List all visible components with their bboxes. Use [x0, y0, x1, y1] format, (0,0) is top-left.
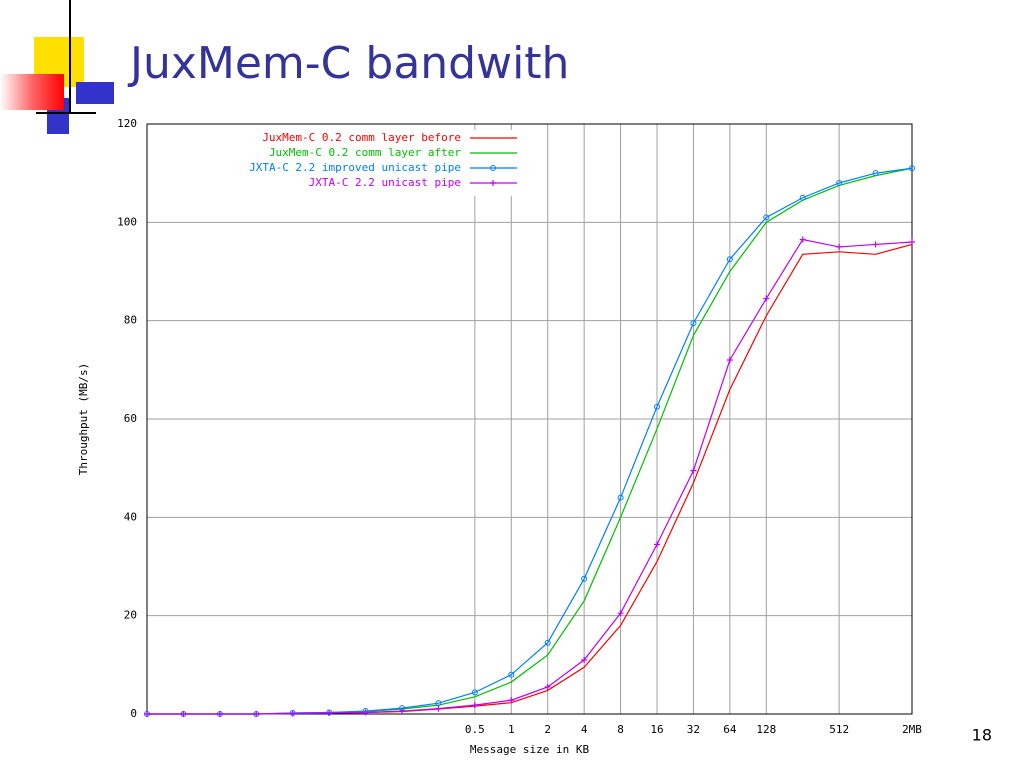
marker — [872, 170, 879, 177]
marker — [726, 357, 733, 363]
marker — [544, 639, 551, 646]
x-axis-label: Message size in KB — [470, 743, 590, 756]
legend-label: JuxMem-C 0.2 comm layer after — [269, 146, 461, 159]
marker — [216, 711, 223, 717]
marker — [909, 165, 915, 172]
marker — [690, 320, 697, 327]
series-line — [147, 167, 913, 715]
y-tick-label: 0 — [130, 707, 137, 720]
slide-title: JuxMem-C bandwith — [127, 38, 569, 89]
series-line — [147, 243, 913, 715]
marker — [617, 494, 624, 501]
marker — [435, 705, 442, 712]
x-tick-label: 8 — [617, 723, 624, 736]
marker — [799, 194, 806, 201]
x-tick-label: 1 — [508, 723, 515, 736]
y-tick-label: 100 — [117, 215, 137, 228]
legend: JuxMem-C 0.2 comm layer before JuxMem-C 0… — [151, 130, 525, 196]
marker — [581, 656, 588, 663]
marker — [471, 689, 478, 696]
x-tick-label: 512 — [829, 723, 849, 736]
marker — [399, 708, 405, 715]
marker — [690, 467, 697, 474]
x-tick-label: 2MB — [902, 723, 922, 736]
marker — [544, 683, 551, 690]
x-tick-label: 2 — [544, 723, 551, 736]
marker — [654, 403, 660, 410]
x-tick-label: 128 — [756, 723, 776, 736]
marker — [326, 710, 333, 717]
marker — [289, 710, 296, 717]
x-tick-label: 16 — [650, 723, 663, 736]
marker — [581, 575, 588, 582]
legend-box — [151, 130, 525, 196]
x-tick-label: 32 — [687, 723, 700, 736]
y-tick-label: 120 — [117, 117, 137, 130]
series-line — [147, 167, 913, 715]
marker — [617, 610, 624, 617]
legend-marker — [490, 180, 496, 186]
series-line — [147, 238, 913, 715]
y-axis-label: Throughput (MB/s) — [77, 363, 90, 476]
x-tick-label: 64 — [723, 723, 737, 736]
legend-marker — [490, 165, 496, 171]
marker — [508, 697, 515, 704]
legend-label: JuxMem-C 0.2 comm layer before — [262, 131, 461, 144]
y-tick-label: 80 — [124, 314, 137, 327]
deco-blue2 — [76, 82, 114, 104]
y-tick-label: 60 — [124, 412, 137, 425]
legend-label: JXTA-C 2.2 unicast pipe — [309, 176, 461, 189]
marker — [654, 541, 660, 548]
marker — [799, 236, 806, 243]
legend-label: JXTA-C 2.2 improved unicast pipe — [249, 161, 461, 174]
marker — [763, 214, 770, 221]
plot-frame — [146, 123, 913, 715]
marker — [144, 711, 150, 717]
page-number: 18 — [972, 726, 992, 745]
marker — [763, 295, 770, 302]
chart: 0 20 40 60 80 100 120 0.5 1 2 4 8 16 32 64 128 512 2MB Mes… — [77, 117, 922, 756]
deco-red — [0, 74, 64, 110]
marker — [180, 711, 187, 717]
y-tick-label: 40 — [124, 510, 137, 523]
marker — [836, 180, 843, 186]
marker — [726, 256, 733, 263]
marker — [909, 239, 915, 245]
marker — [471, 702, 478, 709]
marker — [508, 671, 515, 678]
marker — [362, 709, 369, 716]
x-tick-label: 0.5 — [465, 723, 485, 736]
x-tick-label: 4 — [581, 723, 588, 736]
marker — [836, 243, 843, 250]
marker — [253, 711, 260, 717]
marker — [872, 241, 879, 248]
y-tick-label: 20 — [124, 609, 137, 622]
